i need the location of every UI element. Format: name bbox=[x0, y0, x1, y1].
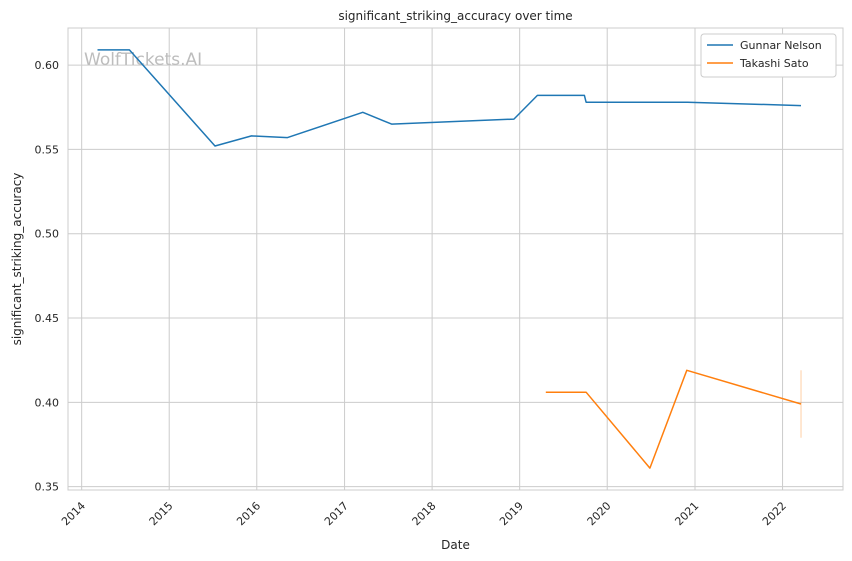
x-tick-label: 2018 bbox=[410, 499, 439, 528]
chart-title: significant_striking_accuracy over time bbox=[338, 9, 572, 23]
plot-background bbox=[68, 28, 843, 490]
y-tick-label: 0.55 bbox=[35, 143, 60, 156]
legend-label-takashi-sato: Takashi Sato bbox=[739, 57, 809, 70]
x-tick-label: 2015 bbox=[147, 499, 176, 528]
y-tick-label: 0.40 bbox=[35, 396, 60, 409]
legend-box bbox=[700, 33, 837, 78]
x-tick-label: 2017 bbox=[322, 499, 351, 528]
series-line-gunnar-nelson bbox=[97, 49, 802, 147]
series-line-takashi-sato bbox=[545, 369, 802, 469]
x-tick-label: 2022 bbox=[760, 499, 789, 528]
y-tick-labels: 0.35 0.40 0.45 0.50 0.55 0.60 bbox=[35, 59, 60, 494]
x-grid bbox=[81, 28, 784, 490]
x-tick-label: 2014 bbox=[59, 499, 88, 528]
legend: Gunnar Nelson Takashi Sato bbox=[700, 33, 837, 78]
plot-frame bbox=[67, 27, 844, 491]
y-axis-label: significant_striking_accuracy bbox=[10, 173, 24, 346]
legend-label-gunnar-nelson: Gunnar Nelson bbox=[740, 39, 822, 52]
x-tick-label: 2021 bbox=[672, 499, 701, 528]
x-axis-label: Date bbox=[441, 538, 470, 552]
y-tick-label: 0.45 bbox=[35, 312, 60, 325]
x-tick-labels: 2014 2015 2016 2017 2018 2019 2020 2021 2022 bbox=[59, 499, 789, 528]
x-tick-label: 2020 bbox=[585, 499, 614, 528]
y-tick-label: 0.60 bbox=[35, 59, 60, 72]
watermark: WolfTickets.AI bbox=[84, 50, 202, 70]
x-tick-label: 2019 bbox=[497, 499, 526, 528]
series-lines bbox=[97, 49, 802, 469]
x-tick-label: 2016 bbox=[234, 499, 263, 528]
y-tick-label: 0.35 bbox=[35, 481, 60, 494]
y-tick-label: 0.50 bbox=[35, 228, 60, 241]
